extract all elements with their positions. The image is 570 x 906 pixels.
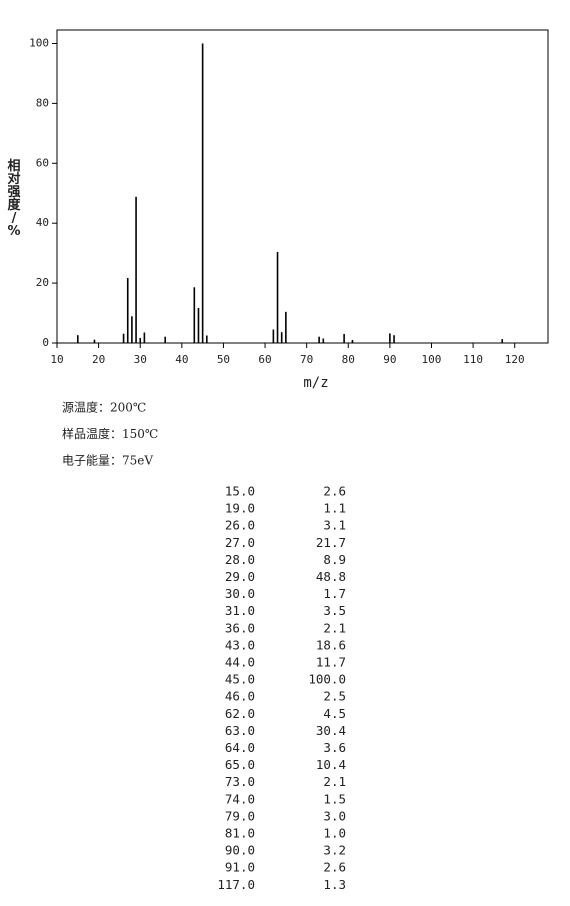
bar bbox=[351, 340, 354, 343]
x-axis-label: m/z bbox=[303, 375, 328, 391]
table-cell: 91.0 bbox=[225, 860, 255, 875]
table-cell: 2.6 bbox=[323, 860, 346, 875]
table-cell: 1.1 bbox=[323, 501, 346, 516]
y-tick-label: 60 bbox=[36, 156, 49, 169]
y-tick-label: 80 bbox=[36, 96, 49, 109]
bar bbox=[201, 43, 204, 344]
table-cell: 21.7 bbox=[316, 535, 346, 550]
table-cell: 18.6 bbox=[316, 637, 346, 652]
table-cell: 48.8 bbox=[316, 569, 346, 584]
x-tick-label: 90 bbox=[383, 353, 396, 366]
table-cell: 90.0 bbox=[225, 843, 255, 858]
table-cell: 29.0 bbox=[225, 569, 255, 584]
table-cell: 3.2 bbox=[323, 843, 346, 858]
table-cell: 43.0 bbox=[225, 637, 255, 652]
table-cell: 3.6 bbox=[323, 740, 346, 755]
bar bbox=[285, 311, 287, 343]
table-cell: 62.0 bbox=[225, 706, 255, 721]
table-cell: 74.0 bbox=[225, 791, 255, 806]
table-cell: 44.0 bbox=[225, 655, 255, 670]
x-tick-label: 100 bbox=[422, 353, 442, 366]
table-cell: 3.0 bbox=[323, 808, 346, 823]
table-cell: 11.7 bbox=[316, 655, 346, 670]
table-cell: 2.6 bbox=[323, 484, 346, 499]
bar bbox=[131, 316, 133, 343]
bar bbox=[143, 332, 146, 343]
y-axis-label: 相对强度/% bbox=[7, 158, 21, 239]
x-tick-label: 110 bbox=[463, 353, 483, 366]
note: 样品温度：150℃ bbox=[62, 426, 158, 441]
table-cell: 19.0 bbox=[225, 501, 255, 516]
bar bbox=[135, 196, 137, 343]
x-tick-label: 80 bbox=[342, 353, 355, 366]
table-cell: 2.1 bbox=[323, 774, 346, 789]
bar bbox=[197, 307, 200, 343]
x-tick-label: 10 bbox=[50, 353, 63, 366]
note: 源温度：200℃ bbox=[62, 400, 146, 415]
table-cell: 2.5 bbox=[323, 689, 346, 704]
table-cell: 117.0 bbox=[217, 877, 255, 892]
x-tick-label: 120 bbox=[505, 353, 525, 366]
table-cell: 65.0 bbox=[225, 757, 255, 772]
bar bbox=[318, 336, 320, 343]
table-cell: 1.0 bbox=[323, 826, 346, 841]
bar bbox=[164, 336, 166, 343]
table-cell: 30.0 bbox=[225, 586, 255, 601]
bar bbox=[122, 333, 125, 343]
bar bbox=[205, 335, 208, 343]
bar bbox=[322, 338, 325, 343]
table-cell: 1.5 bbox=[323, 791, 346, 806]
table-cell: 31.0 bbox=[225, 603, 255, 618]
note: 电子能量：75eV bbox=[62, 454, 153, 468]
x-tick-label: 60 bbox=[258, 353, 271, 366]
table-cell: 1.3 bbox=[323, 877, 346, 892]
bar bbox=[501, 339, 504, 343]
table-cell: 81.0 bbox=[225, 826, 255, 841]
table-cell: 1.7 bbox=[323, 586, 346, 601]
bar bbox=[193, 287, 196, 343]
plot-frame bbox=[56, 29, 549, 344]
x-tick-label: 70 bbox=[300, 353, 313, 366]
table-cell: 2.1 bbox=[323, 620, 346, 635]
bar bbox=[276, 251, 279, 343]
table-cell: 45.0 bbox=[225, 672, 255, 687]
bar bbox=[280, 332, 283, 343]
y-tick-label: 40 bbox=[36, 216, 49, 229]
y-tick-label: 20 bbox=[36, 276, 49, 289]
table-cell: 28.0 bbox=[225, 552, 255, 567]
table-cell: 30.4 bbox=[316, 723, 346, 738]
table-cell: 73.0 bbox=[225, 774, 255, 789]
table-cell: 63.0 bbox=[225, 723, 255, 738]
table-cell: 27.0 bbox=[225, 535, 255, 550]
x-tick-label: 20 bbox=[92, 353, 105, 366]
table-cell: 4.5 bbox=[323, 706, 346, 721]
x-tick-label: 50 bbox=[217, 353, 230, 366]
table-cell: 36.0 bbox=[225, 620, 255, 635]
table-cell: 8.9 bbox=[323, 552, 346, 567]
table-cell: 3.1 bbox=[323, 518, 346, 533]
bar bbox=[272, 329, 275, 343]
table-cell: 10.4 bbox=[316, 757, 346, 772]
x-tick-label: 40 bbox=[175, 353, 188, 366]
bar bbox=[139, 337, 142, 343]
bar bbox=[393, 335, 395, 343]
table-cell: 100.0 bbox=[308, 672, 346, 687]
table-cell: 46.0 bbox=[225, 689, 255, 704]
table-cell: 79.0 bbox=[225, 808, 255, 823]
bar bbox=[343, 334, 345, 343]
bar bbox=[93, 339, 96, 343]
table-cell: 15.0 bbox=[225, 484, 255, 499]
table-cell: 3.5 bbox=[323, 603, 346, 618]
table-cell: 64.0 bbox=[225, 740, 255, 755]
y-tick-label: 0 bbox=[42, 336, 49, 349]
x-tick-label: 30 bbox=[134, 353, 147, 366]
y-tick-label: 100 bbox=[29, 36, 49, 49]
table-cell: 26.0 bbox=[225, 518, 255, 533]
bar bbox=[77, 335, 79, 343]
bar bbox=[389, 333, 391, 343]
bar bbox=[126, 278, 129, 343]
